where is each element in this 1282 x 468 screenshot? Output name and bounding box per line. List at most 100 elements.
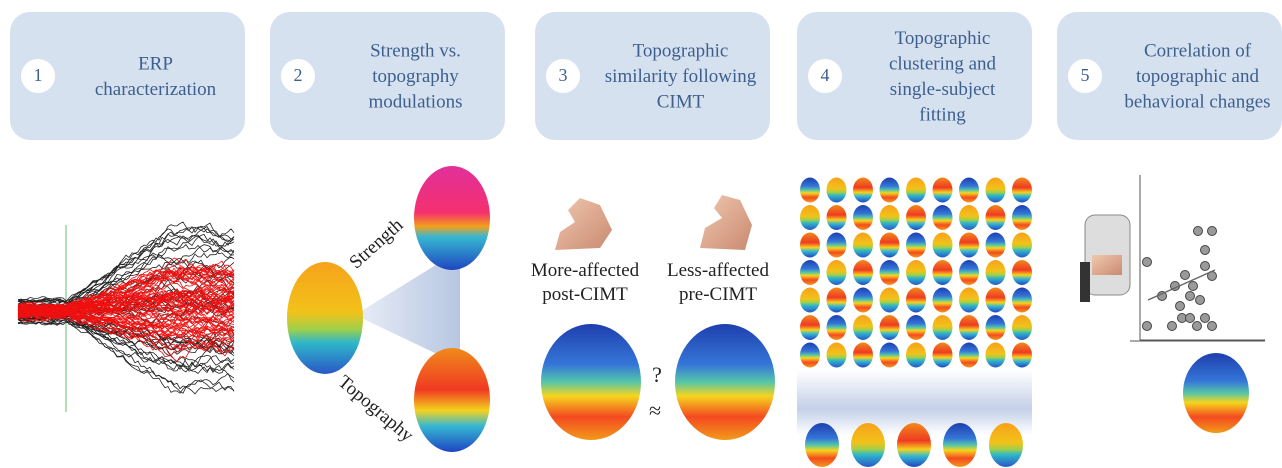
- question-mark: ?: [652, 362, 662, 387]
- head-map: [1012, 287, 1032, 313]
- trace: [17, 225, 235, 305]
- scatter-point: [1200, 245, 1210, 255]
- step-label: Topographic: [633, 41, 729, 62]
- head-map: [853, 260, 873, 285]
- head-map: [800, 260, 820, 285]
- step-tabs: 1 ERP characterization 2 Strength vs. topogra…: [10, 12, 1282, 140]
- head-map: [1012, 177, 1032, 203]
- hand-photo: [555, 195, 752, 250]
- trace: [17, 233, 235, 304]
- trace: [17, 316, 235, 371]
- head-map: [932, 232, 953, 258]
- trace: [17, 273, 235, 310]
- trace: [18, 305, 235, 319]
- scatter-point: [1167, 321, 1177, 331]
- head-map: [826, 260, 847, 285]
- head-map: [853, 287, 873, 313]
- step-label: behavioral changes: [1124, 92, 1270, 113]
- topography-label: Topography: [334, 371, 418, 446]
- step-number: 4: [821, 65, 830, 85]
- trace: [17, 269, 235, 309]
- head-grid: [800, 177, 1032, 467]
- scatter-point: [1175, 301, 1185, 311]
- head-map: [1012, 342, 1032, 368]
- head-map: [943, 423, 977, 467]
- step-number: 2: [294, 65, 303, 85]
- scatter-point: [1185, 291, 1195, 301]
- caption: pre-CIMT: [679, 284, 757, 305]
- triangle: [355, 250, 460, 365]
- approx-sign: ≈: [649, 398, 661, 423]
- head-map: [985, 315, 1006, 340]
- step-label: characterization: [95, 79, 217, 100]
- head-map: [985, 177, 1006, 203]
- caption: More-affected: [531, 260, 640, 281]
- number-badge: [281, 59, 315, 93]
- scatter-point: [1200, 261, 1210, 271]
- head-map: [800, 205, 820, 230]
- head-map: [1012, 315, 1032, 340]
- head-map: [932, 177, 953, 203]
- head-map: [851, 423, 885, 467]
- head-map: [906, 232, 926, 258]
- tab: [270, 12, 505, 140]
- step-label: ERP: [138, 53, 173, 74]
- fit-line: [1147, 269, 1216, 301]
- trace: [17, 280, 235, 312]
- head-map: [1183, 353, 1249, 433]
- trace: [17, 313, 235, 347]
- head-map: [800, 177, 820, 203]
- head-map: [800, 342, 820, 368]
- step-number: 3: [559, 65, 568, 85]
- scatter-point: [1185, 313, 1195, 323]
- scatter-point: [1192, 321, 1202, 331]
- scatter-point: [1200, 313, 1210, 323]
- head-map: [932, 342, 953, 368]
- head-map: [287, 262, 363, 374]
- trace: [17, 313, 235, 339]
- step-label: similarity following: [605, 66, 757, 87]
- step-label: clustering and: [889, 53, 997, 74]
- head-map: [985, 342, 1006, 368]
- number-badge: [546, 59, 580, 93]
- head-map: [985, 232, 1006, 258]
- step-label: fitting: [919, 104, 966, 125]
- head-map: [1012, 260, 1032, 285]
- head-map: [879, 205, 900, 230]
- tab: [1057, 12, 1282, 140]
- trace: [17, 221, 235, 304]
- trace: [17, 243, 235, 307]
- head-map: [932, 287, 953, 313]
- tab: [535, 12, 770, 140]
- head-map: [959, 205, 979, 230]
- scatter-point: [1188, 281, 1198, 291]
- head-map: [800, 315, 820, 340]
- tab: [10, 12, 245, 140]
- head-map: [853, 342, 873, 368]
- grip-device: [1080, 214, 1131, 302]
- head-map: [985, 260, 1006, 285]
- head-map: [853, 315, 873, 340]
- trace: [17, 296, 235, 317]
- head-map: [959, 260, 979, 285]
- head-map: [959, 177, 979, 203]
- head-map: [985, 287, 1006, 313]
- step-label: CIMT: [657, 92, 705, 113]
- head-map: [1012, 232, 1032, 258]
- head-map: [826, 287, 847, 313]
- head-map: [959, 342, 979, 368]
- head-map: [985, 205, 1006, 230]
- head-map: [906, 177, 926, 203]
- number-badge: [1068, 59, 1102, 93]
- step-label: topography: [372, 66, 459, 87]
- scatter: [1142, 226, 1217, 331]
- step-number: 1: [34, 65, 43, 85]
- trace: [17, 310, 235, 339]
- step-label: modulations: [369, 92, 463, 113]
- head-map: [414, 166, 490, 270]
- head-map: [800, 232, 820, 258]
- head-map: [853, 205, 873, 230]
- head-map: [906, 342, 926, 368]
- head-map: [541, 324, 641, 440]
